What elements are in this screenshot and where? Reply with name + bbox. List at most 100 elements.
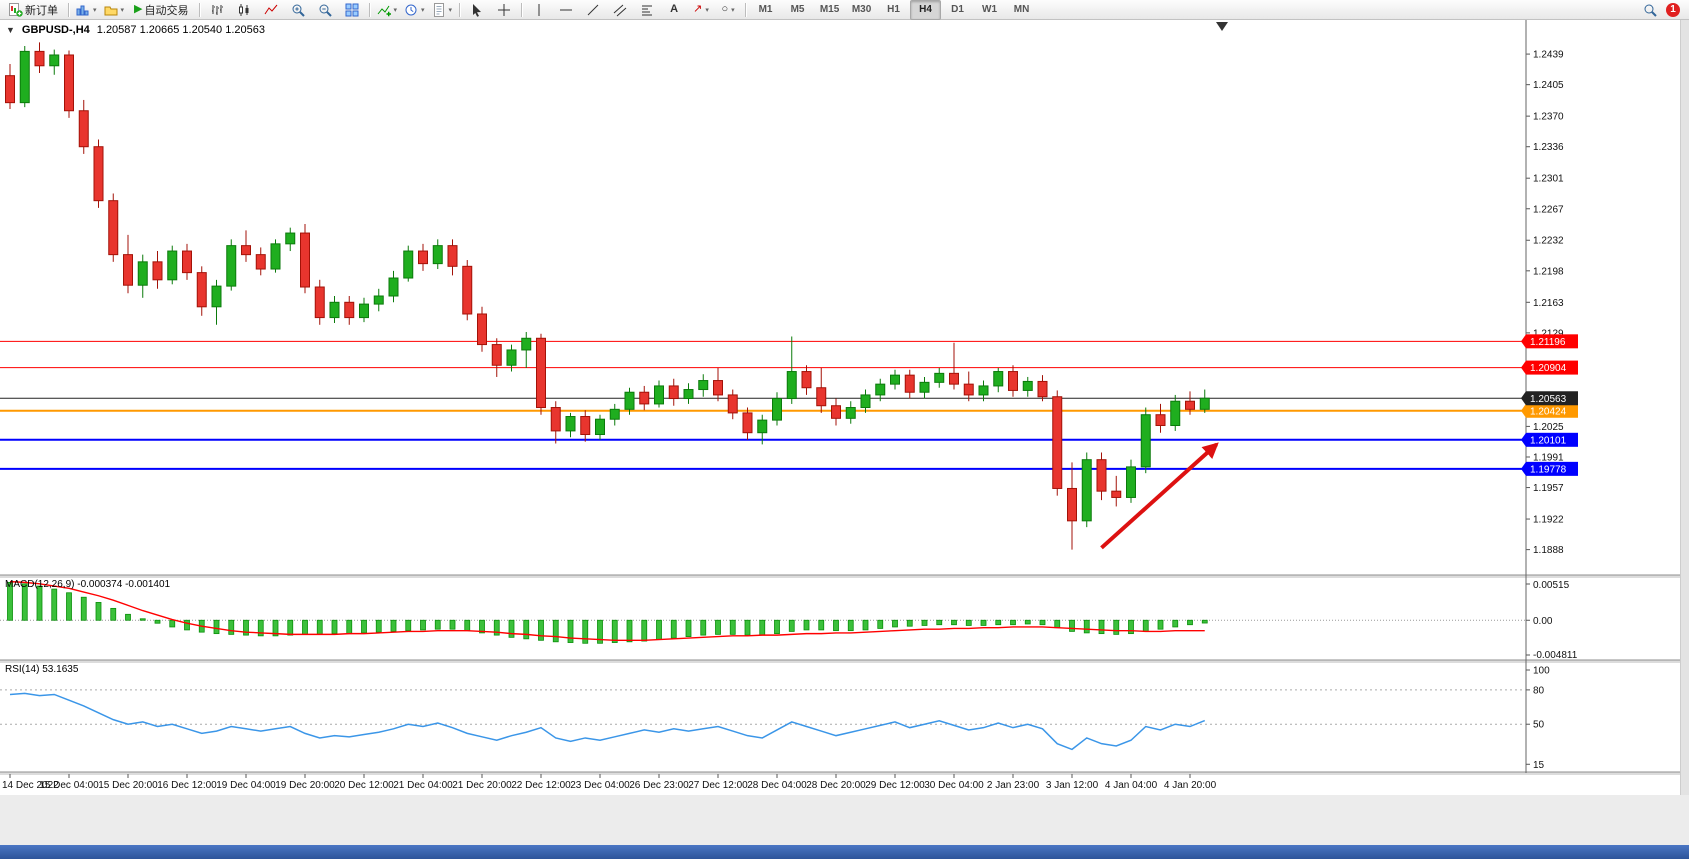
candle [1022, 380, 1033, 391]
timeframe-button-h4[interactable]: H4 [910, 0, 942, 20]
price-label-1.21196: 1.21196 [1521, 334, 1578, 349]
tile-windows-icon [345, 3, 359, 17]
templates-button[interactable]: ▾ [429, 0, 456, 20]
candle [949, 372, 959, 385]
zoom-out-button[interactable] [312, 0, 338, 20]
vertical-line-tool-button[interactable] [526, 0, 552, 20]
candle [19, 50, 30, 104]
autotrading-label: 自动交易 [144, 4, 189, 17]
timeframe-button-w1[interactable]: W1 [982, 4, 998, 15]
timeframe-button-m15[interactable]: M15 [819, 4, 840, 15]
candle [978, 385, 989, 396]
periods-button[interactable]: ▾ [401, 0, 428, 20]
chart-canvas[interactable]: 1.2439 1.2405 1.2370 1.2336 1.2301 1.2267 1.22… [0, 20, 1689, 795]
trendline-tool-button[interactable] [580, 0, 606, 20]
annotation-arrow[interactable] [1100, 442, 1219, 550]
candle [890, 374, 900, 385]
bars-chart-type-button[interactable] [204, 0, 230, 20]
vertical-scrollbar[interactable] [1680, 20, 1689, 795]
chart-shift-marker[interactable] [1216, 22, 1228, 31]
candle [491, 344, 502, 366]
chevron-down-icon: ▾ [705, 6, 709, 14]
price-label-1.20904: 1.20904 [1521, 360, 1578, 375]
candle [300, 232, 310, 288]
candle [742, 412, 753, 434]
horizontal-line-tool-button[interactable] [553, 0, 579, 20]
bottom-taskbar[interactable] [0, 845, 1689, 859]
svg-text:1.2405: 1.2405 [1533, 80, 1564, 91]
line-chart-type-button[interactable] [258, 0, 284, 20]
svg-text:1.1888: 1.1888 [1533, 545, 1564, 556]
channel-tool-button[interactable] [607, 0, 633, 20]
svg-text:19 Dec 20:00: 19 Dec 20:00 [275, 780, 335, 791]
candle [78, 110, 89, 148]
candle [432, 245, 443, 265]
clock-icon [404, 3, 418, 17]
macd-label: MACD(12,26,9) -0.000374 -0.001401 [5, 579, 171, 590]
candle [727, 394, 738, 414]
svg-text:1.2301: 1.2301 [1533, 174, 1564, 185]
one-click-trading-toggle[interactable]: ▼ [6, 25, 15, 35]
rsi-label: RSI(14) 53.1635 [5, 664, 79, 675]
candle [196, 272, 207, 308]
svg-text:21 Dec 20:00: 21 Dec 20:00 [452, 780, 512, 791]
notification-badge[interactable]: 1 [1666, 2, 1680, 17]
candle [521, 337, 532, 351]
candle [108, 200, 119, 256]
new-order-icon [9, 2, 23, 17]
timeframe-button-h1[interactable]: H1 [887, 4, 900, 15]
timeframe-button-mn[interactable]: MN [1013, 4, 1030, 15]
timeframe-button-d1[interactable]: D1 [951, 4, 964, 15]
indicators-button[interactable]: ▾ [374, 0, 401, 20]
timeframe-button-m1[interactable]: M1 [758, 4, 773, 15]
candle [565, 416, 576, 432]
price-label-1.19778: 1.19778 [1521, 461, 1578, 476]
svg-text:1.2336: 1.2336 [1533, 142, 1564, 153]
template-icon [432, 2, 446, 17]
candle [1037, 380, 1048, 398]
candle [447, 245, 458, 267]
candle [875, 383, 886, 396]
candle [167, 250, 178, 281]
candle [329, 301, 340, 319]
svg-text:1.2439: 1.2439 [1533, 50, 1564, 61]
tile-windows-button[interactable] [339, 0, 365, 20]
svg-text:19 Dec 04:00: 19 Dec 04:00 [216, 780, 276, 791]
candle [1052, 396, 1063, 489]
candle [1096, 459, 1107, 492]
candle [683, 389, 694, 400]
cursor-button[interactable] [464, 0, 490, 20]
svg-text:80: 80 [1533, 685, 1545, 696]
text-tool-button[interactable]: A [661, 0, 687, 20]
price-axis[interactable]: 1.2439 1.2405 1.2370 1.2336 1.2301 1.2267 1.22… [1526, 50, 1564, 557]
new-order-button[interactable]: 新订单 [3, 0, 64, 20]
svg-text:1.2163: 1.2163 [1533, 298, 1564, 309]
search-button[interactable] [1637, 0, 1663, 20]
candle [860, 394, 871, 409]
timeframe-button-m5[interactable]: M5 [790, 4, 805, 15]
candle [668, 385, 679, 400]
shapes-tool-button[interactable]: ○ ▾ [715, 0, 741, 20]
fibonacci-tool-button[interactable] [634, 0, 660, 20]
profiles-button[interactable]: ▾ [101, 0, 128, 20]
svg-text:3 Jan 12:00: 3 Jan 12:00 [1046, 780, 1099, 791]
candle [1067, 487, 1077, 522]
candlestick-icon [237, 3, 251, 17]
crosshair-button[interactable] [491, 0, 517, 20]
zoom-in-button[interactable] [285, 0, 311, 20]
candle [123, 254, 133, 286]
svg-text:1.2198: 1.2198 [1533, 266, 1564, 277]
svg-text:1.20904: 1.20904 [1530, 363, 1567, 374]
candle [713, 380, 723, 396]
toolbar-separator [745, 2, 747, 17]
autotrading-button[interactable]: ▶ 自动交易 [128, 0, 194, 20]
candle [403, 250, 414, 279]
candle [772, 398, 782, 421]
charts-button[interactable]: ▾ [73, 0, 100, 20]
candle [34, 50, 45, 67]
candle [624, 391, 635, 410]
timeframe-button-m30[interactable]: M30 [851, 4, 872, 15]
arrows-tool-button[interactable]: ↗ ▾ [688, 0, 714, 20]
candlestick-chart-type-button[interactable] [231, 0, 257, 20]
